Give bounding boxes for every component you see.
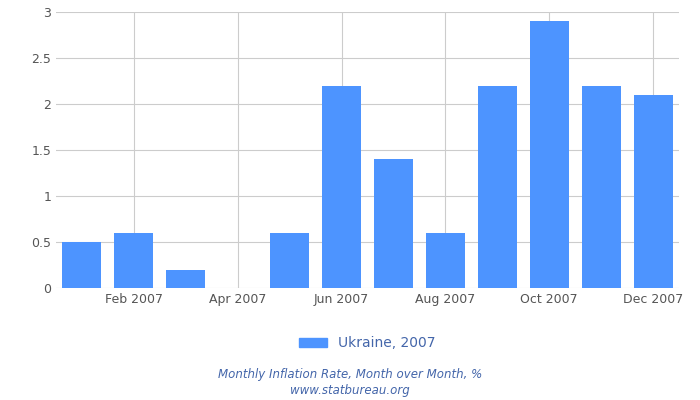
Bar bbox=[582, 86, 621, 288]
Bar bbox=[114, 233, 153, 288]
Bar bbox=[270, 233, 309, 288]
Bar bbox=[374, 159, 413, 288]
Legend: Ukraine, 2007: Ukraine, 2007 bbox=[294, 331, 441, 356]
Bar bbox=[62, 242, 102, 288]
Bar bbox=[530, 21, 568, 288]
Bar bbox=[634, 95, 673, 288]
Bar bbox=[426, 233, 465, 288]
Text: Monthly Inflation Rate, Month over Month, %: Monthly Inflation Rate, Month over Month… bbox=[218, 368, 482, 381]
Bar bbox=[167, 270, 205, 288]
Bar bbox=[478, 86, 517, 288]
Bar bbox=[322, 86, 361, 288]
Text: www.statbureau.org: www.statbureau.org bbox=[290, 384, 410, 397]
